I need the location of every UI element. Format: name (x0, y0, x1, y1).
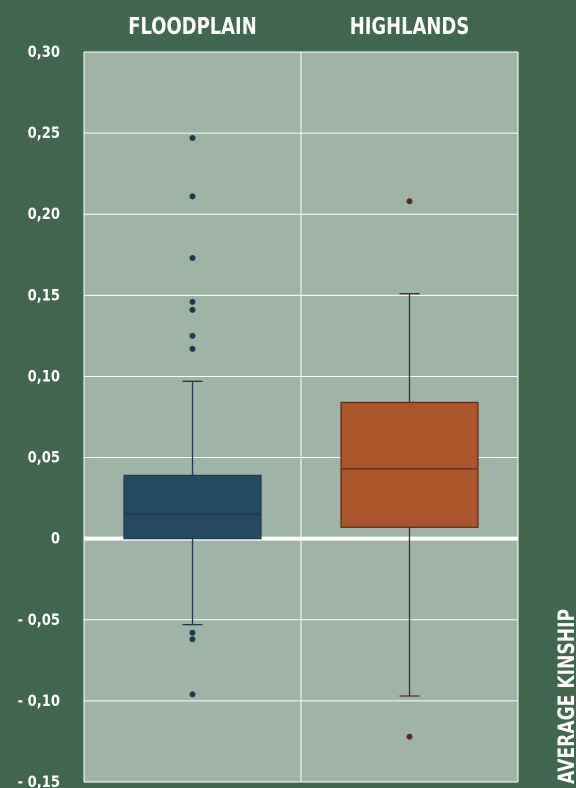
y-tick-label: 0,30 (28, 43, 60, 62)
y-axis-label: AVERAGE KINSHIP (554, 609, 576, 784)
outlier-point (189, 691, 196, 698)
box-highlands (340, 198, 479, 740)
outlier-point (189, 629, 196, 636)
y-tick-label: 0,10 (28, 367, 60, 386)
y-tick-label: - 0,15 (18, 773, 60, 788)
iqr-box (123, 474, 262, 540)
outlier-point (189, 134, 196, 141)
category-label: HIGHLANDS (350, 13, 469, 40)
outlier-point (406, 733, 413, 740)
category-labels: FLOODPLAIN HIGHLANDS (128, 13, 469, 40)
outlier-point (189, 298, 196, 305)
outlier-point (189, 345, 196, 352)
outlier-point (189, 332, 196, 339)
y-axis-ticks: 0,30 0,25 0,20 0,15 0,10 0,05 0 - 0,05 - 0,10 - 0… (18, 43, 60, 788)
category-label: FLOODPLAIN (128, 13, 256, 40)
y-tick-label: 0 (51, 529, 60, 548)
y-tick-label: 0,25 (28, 124, 60, 143)
y-tick-label: - 0,10 (18, 692, 60, 711)
box-floodplain (123, 134, 262, 698)
outlier-point (189, 193, 196, 200)
outlier-point (406, 198, 413, 205)
outlier-point (189, 636, 196, 643)
y-tick-label: - 0,05 (18, 611, 60, 630)
box-plots (123, 134, 479, 740)
y-tick-label: 0,15 (28, 286, 60, 305)
outlier-point (189, 306, 196, 313)
iqr-box (340, 401, 479, 528)
outlier-point (189, 255, 196, 262)
y-tick-label: 0,20 (28, 205, 60, 224)
y-tick-label: 0,05 (28, 448, 60, 467)
gridlines (83, 51, 519, 783)
